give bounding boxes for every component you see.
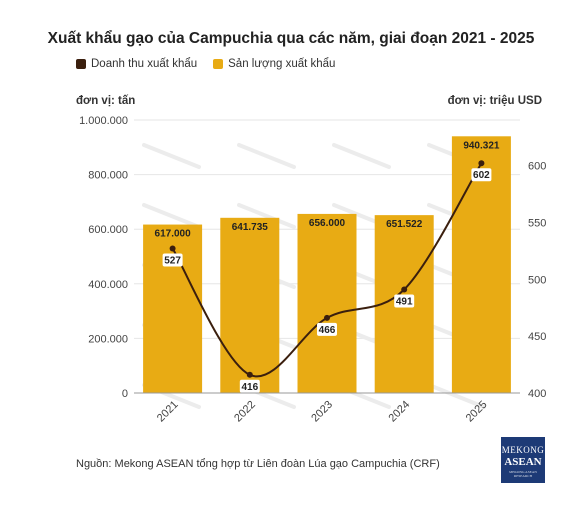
revenue-line: [169, 160, 485, 378]
x-tick-label: 2022: [232, 399, 258, 425]
bar: [297, 213, 357, 393]
bar-value-label: 940.321: [463, 140, 500, 151]
legend: Doanh thu xuất khẩu Sản lượng xuất khẩu: [76, 58, 345, 70]
chart-title: Xuất khẩu gạo của Campuchia qua các năm,…: [47, 30, 535, 47]
y-right-tick-label: 400: [528, 388, 546, 400]
y-right-tick-label: 500: [528, 274, 546, 286]
revenue-point: [478, 160, 485, 167]
bar-value-label: 656.000: [309, 218, 346, 229]
y-left-tick-label: 200.000: [88, 333, 128, 345]
revenue-value-label: 602: [473, 170, 490, 181]
watermark-stroke: [237, 143, 296, 169]
y-right-tick-label: 550: [528, 217, 546, 229]
legend-swatch-revenue: [76, 59, 86, 69]
bars: [143, 136, 511, 394]
y-left-tick-label: 400.000: [88, 279, 128, 291]
revenue-label-bg: [162, 253, 183, 267]
legend-label-revenue: Doanh thu xuất khẩu: [91, 58, 198, 70]
watermark-stroke: [237, 203, 296, 229]
x-tick-label: 2023: [309, 399, 335, 425]
bar: [143, 224, 203, 393]
y-right-tick-label: 600: [528, 161, 546, 173]
x-tick-label: 2024: [387, 399, 413, 425]
right-axis-unit: đơn vị: triệu USD: [447, 95, 542, 107]
y-left-tick-label: 0: [122, 388, 128, 400]
watermark-stroke: [142, 203, 201, 229]
revenue-value-label: 527: [164, 256, 181, 267]
source-note: Nguồn: Mekong ASEAN tổng hợp từ Liên đoà…: [76, 458, 440, 470]
logo-line-1: MEKONG: [501, 445, 545, 455]
legend-item-revenue[interactable]: Doanh thu xuất khẩu: [76, 58, 197, 70]
revenue-point: [246, 371, 253, 378]
mekong-asean-logo: MEKONG ASEAN MEKONG ASEAN RESEARCH: [501, 437, 545, 483]
revenue-label-bg: [394, 294, 415, 308]
logo-line-2: ASEAN: [504, 456, 542, 468]
y-left-tick-label: 600.000: [88, 224, 128, 236]
revenue-point: [169, 245, 176, 252]
y-right-tick-label: 450: [528, 331, 546, 343]
revenue-label-bg: [471, 168, 492, 182]
x-tick-label: 2021: [155, 399, 181, 425]
revenue-label-bg: [317, 322, 337, 336]
watermark-stroke: [332, 143, 391, 169]
revenue-point: [401, 286, 408, 293]
bar-value-label: 641.735: [232, 222, 269, 233]
watermark-stroke: [427, 383, 486, 409]
revenue-point: [324, 314, 330, 321]
legend-swatch-volume: [213, 59, 224, 69]
y-left-tick-label: 1.000.000: [79, 115, 128, 127]
watermark-stroke: [142, 143, 201, 169]
left-axis-unit: đơn vị: tấn: [76, 95, 136, 107]
legend-label-volume: Sản lượng xuất khẩu: [228, 58, 336, 70]
revenue-label-bg: [239, 379, 260, 393]
logo-line-3: MEKONG ASEAN RESEARCH: [509, 470, 537, 478]
bar: [220, 217, 280, 393]
y-left-tick-label: 800.000: [88, 170, 128, 182]
data-labels: 617.000 641.735 656.000 651.522 940.321 527 41…: [155, 140, 500, 393]
legend-item-volume[interactable]: Sản lượng xuất khẩu: [213, 58, 335, 70]
revenue-value-label: 416: [241, 382, 258, 393]
revenue-value-label: 466: [319, 325, 336, 336]
bar-value-label: 651.522: [386, 219, 423, 230]
revenue-value-label: 491: [396, 296, 413, 307]
bar-value-label: 617.000: [155, 229, 192, 240]
